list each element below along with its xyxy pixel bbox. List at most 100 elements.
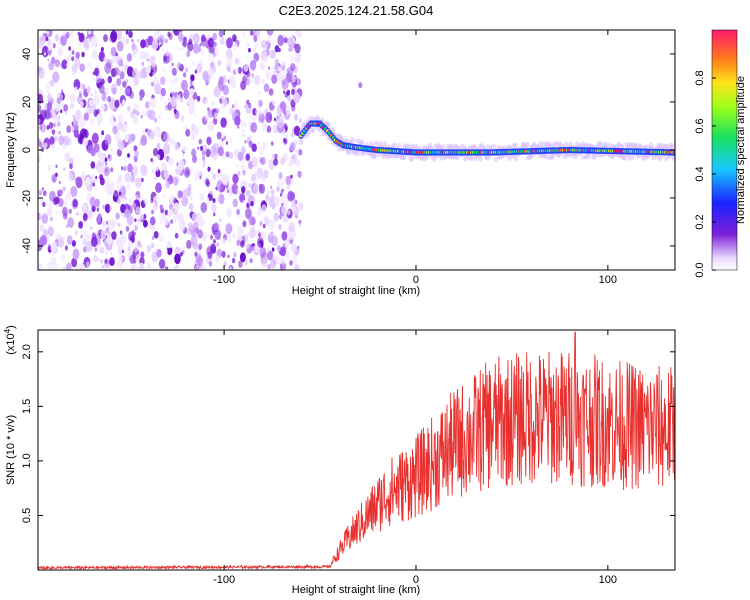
noise-dot bbox=[90, 173, 96, 181]
noise-dot bbox=[196, 256, 204, 268]
noise-dot bbox=[206, 197, 210, 203]
noise-dot bbox=[39, 224, 44, 232]
noise-dot bbox=[105, 227, 110, 234]
noise-dot bbox=[186, 96, 192, 105]
noise-dot bbox=[251, 156, 259, 168]
noise-dot bbox=[134, 224, 138, 231]
noise-dot bbox=[117, 113, 124, 124]
noise-dot bbox=[127, 163, 133, 173]
noise-dot bbox=[70, 185, 78, 198]
noise-dot bbox=[226, 234, 232, 244]
noise-dot bbox=[114, 83, 117, 87]
noise-dot bbox=[271, 74, 278, 85]
noise-dot bbox=[145, 65, 151, 75]
noise-dot bbox=[278, 172, 283, 179]
noise-dot bbox=[198, 216, 205, 228]
noise-dot bbox=[211, 204, 217, 213]
noise-dot bbox=[181, 195, 189, 207]
noise-dot bbox=[195, 227, 200, 234]
noise-dot bbox=[74, 57, 81, 68]
noise-dot bbox=[254, 30, 261, 38]
noise-dot bbox=[197, 146, 200, 150]
noise-dot bbox=[290, 153, 298, 165]
noise-dot bbox=[164, 155, 167, 160]
noise-dot bbox=[179, 221, 186, 232]
noise-dot bbox=[72, 114, 75, 118]
noise-dot bbox=[241, 163, 246, 171]
noise-dot bbox=[176, 94, 181, 102]
noise-dot bbox=[164, 38, 168, 44]
noise-dot bbox=[114, 221, 117, 227]
noise-dot bbox=[288, 43, 294, 52]
noise-dot bbox=[278, 69, 286, 81]
noise-dot bbox=[99, 78, 102, 83]
noise-dot bbox=[268, 219, 275, 230]
noise-dot bbox=[82, 230, 86, 237]
noise-dot bbox=[51, 129, 56, 135]
track-halo-dot bbox=[298, 140, 304, 145]
noise-dot bbox=[38, 104, 42, 114]
noise-dot bbox=[124, 172, 131, 183]
noise-dot bbox=[116, 197, 121, 205]
top-x-axis-label: Height of straight line (km) bbox=[292, 285, 420, 297]
noise-dot bbox=[262, 141, 267, 149]
noise-dot bbox=[121, 249, 124, 254]
noise-dot bbox=[245, 153, 251, 161]
noise-dot bbox=[231, 34, 237, 42]
y-tick-label: 20 bbox=[21, 96, 33, 108]
noise-dot bbox=[139, 265, 144, 270]
noise-dot bbox=[90, 161, 96, 169]
noise-dot bbox=[261, 79, 265, 84]
noise-dot bbox=[290, 63, 296, 72]
track-halo-dot bbox=[441, 144, 446, 150]
noise-dot bbox=[170, 96, 177, 108]
noise-dot bbox=[86, 86, 91, 94]
noise-dot bbox=[38, 141, 43, 148]
track-halo-dot bbox=[513, 156, 518, 162]
noise-dot bbox=[191, 148, 197, 157]
noise-dot bbox=[160, 76, 166, 85]
noise-dot bbox=[152, 71, 155, 76]
noise-dot bbox=[251, 245, 258, 256]
noise-dot bbox=[233, 252, 237, 258]
noise-dot bbox=[130, 171, 134, 176]
noise-dot bbox=[237, 171, 241, 176]
noise-dot bbox=[116, 148, 122, 157]
noise-dot bbox=[210, 243, 217, 254]
noise-dot bbox=[274, 153, 278, 160]
noise-dot bbox=[127, 246, 131, 251]
noise-dot bbox=[163, 56, 167, 62]
bottom-y-axis-label: SNR (10 * v/v) bbox=[5, 415, 17, 485]
noise-dot bbox=[229, 138, 233, 143]
noise-dot bbox=[58, 102, 65, 114]
noise-dot bbox=[124, 155, 127, 161]
noise-dot bbox=[70, 126, 74, 131]
bottom-y-exponent-label: (x104) bbox=[3, 325, 17, 355]
noise-dot bbox=[253, 35, 258, 43]
noise-dot bbox=[291, 88, 296, 96]
noise-dot bbox=[99, 174, 104, 181]
noise-dot bbox=[273, 62, 280, 72]
noise-dot bbox=[233, 102, 238, 110]
noise-dot bbox=[173, 197, 178, 204]
noise-dot bbox=[38, 66, 42, 73]
noise-dot bbox=[261, 121, 268, 132]
noise-dot bbox=[39, 213, 43, 218]
noise-dot bbox=[65, 110, 68, 115]
noise-dot bbox=[103, 34, 108, 42]
track-halo-dot bbox=[492, 143, 497, 149]
noise-dot bbox=[104, 134, 112, 146]
noise-dot bbox=[117, 222, 120, 226]
noise-dot bbox=[277, 176, 284, 188]
noise-dot bbox=[286, 89, 291, 96]
noise-dot bbox=[54, 33, 60, 42]
noise-dot bbox=[78, 221, 83, 229]
noise-dot bbox=[151, 235, 155, 240]
noise-dot bbox=[131, 38, 134, 43]
colorbar-tick-label: 0.2 bbox=[694, 214, 706, 229]
noise-dot bbox=[200, 50, 204, 55]
noise-dot bbox=[189, 194, 194, 201]
noise-dot bbox=[65, 31, 70, 39]
colorbar-tick-label: 0.4 bbox=[694, 166, 706, 181]
y-tick-label: 2.0 bbox=[21, 344, 33, 359]
